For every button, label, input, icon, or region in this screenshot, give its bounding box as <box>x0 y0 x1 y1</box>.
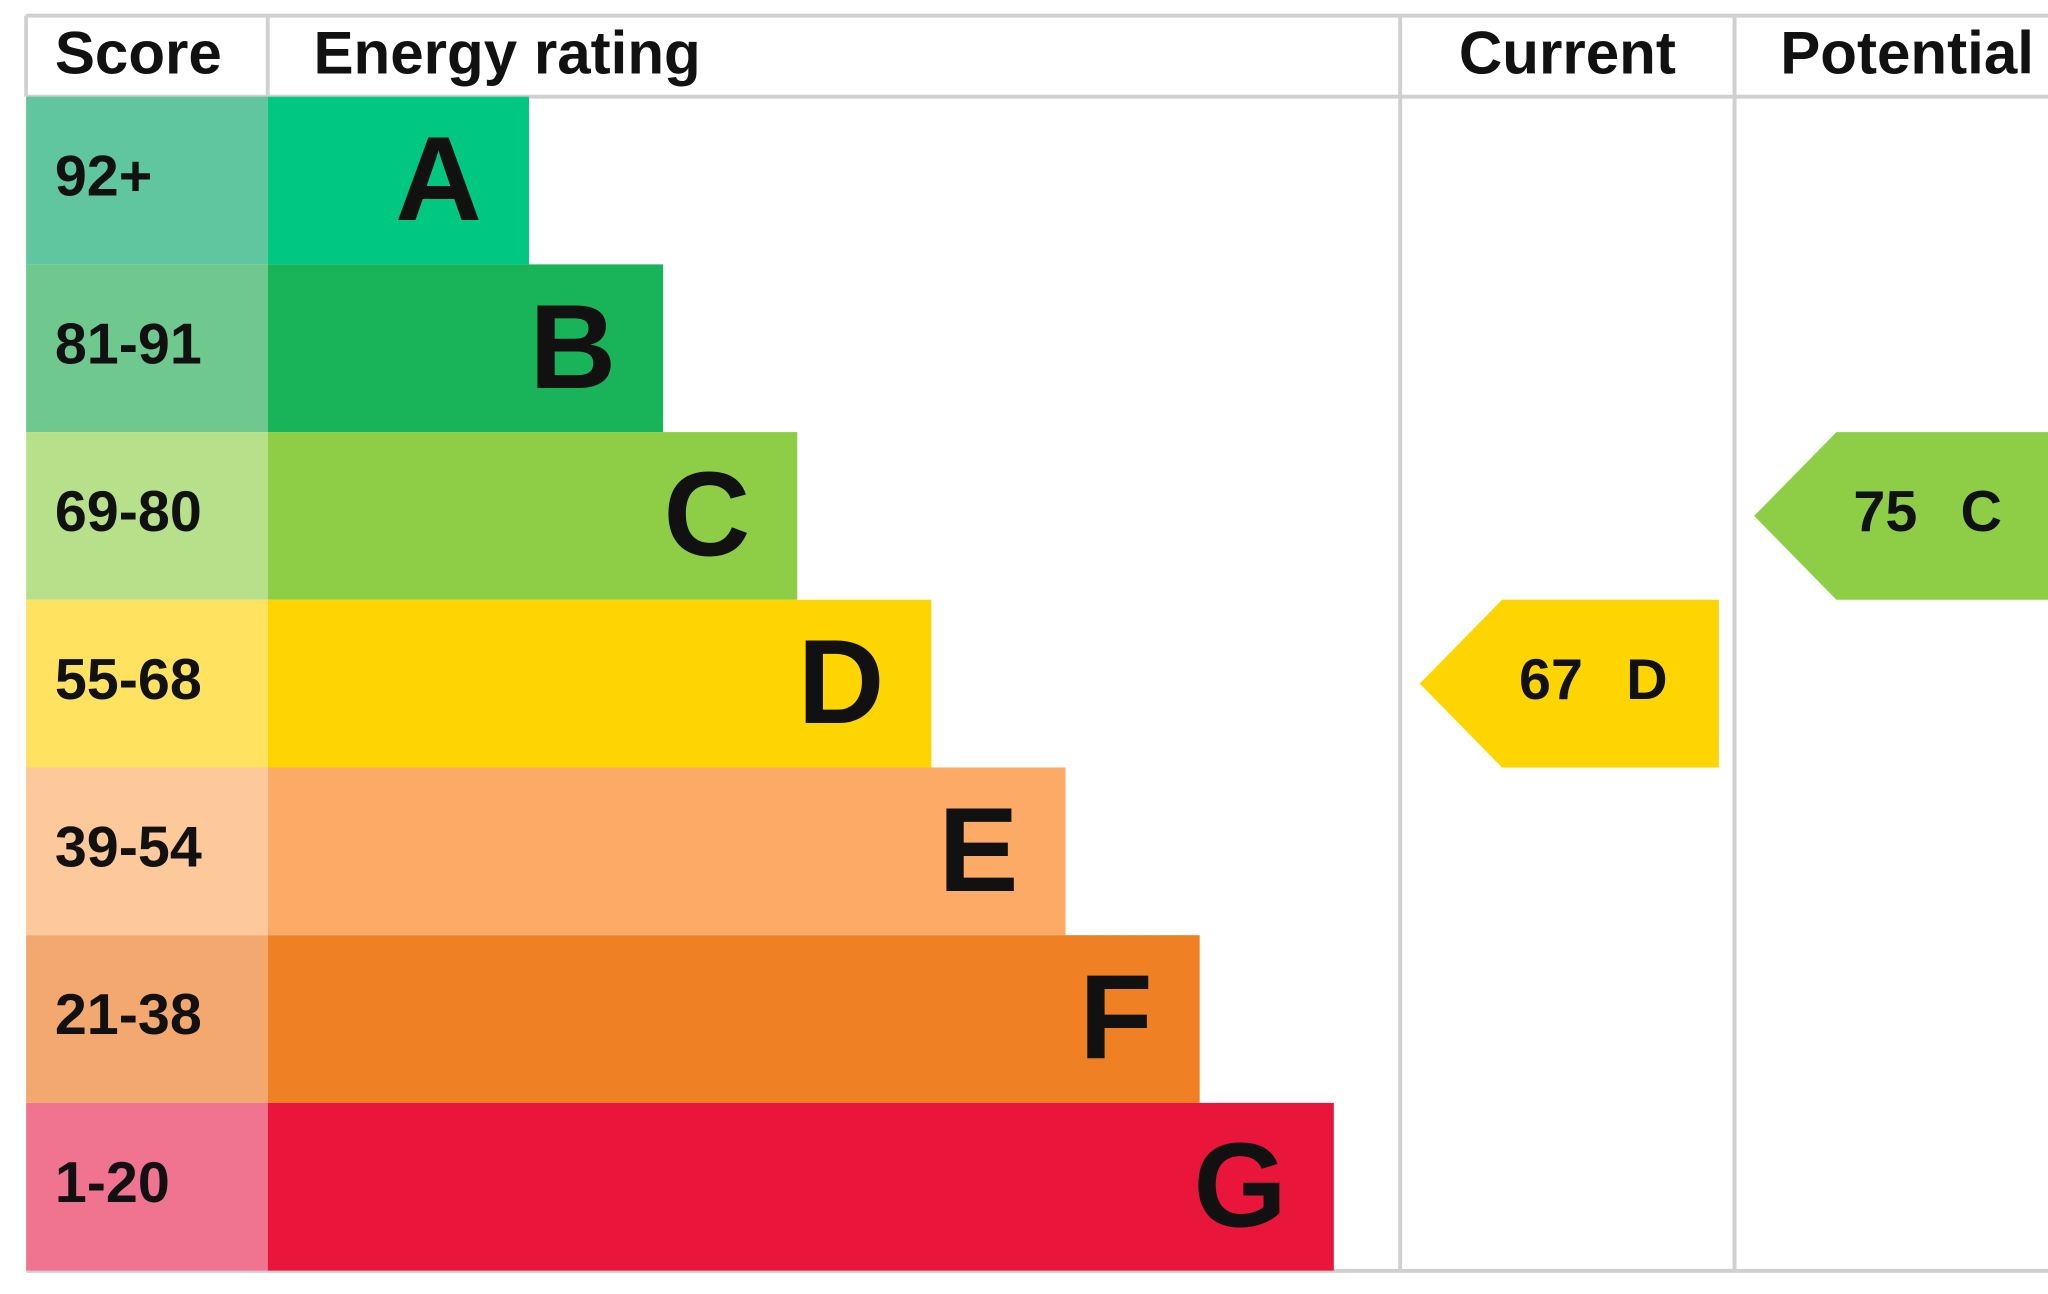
band-letter: F <box>1079 951 1152 1085</box>
header-current: Current <box>1459 19 1676 86</box>
band-letter: E <box>938 783 1018 917</box>
current-band: D <box>1626 648 1668 712</box>
rating-bar <box>267 935 1200 1103</box>
score-cell <box>26 935 268 1103</box>
potential-arrow <box>1754 432 2048 600</box>
rating-bar <box>267 96 529 265</box>
score-cell <box>26 96 268 265</box>
score-range: 55-68 <box>55 648 202 712</box>
header-score: Score <box>55 19 222 86</box>
rating-bar <box>267 599 932 768</box>
score-cell <box>26 432 268 600</box>
score-range: 1-20 <box>55 1151 170 1215</box>
band-letter: G <box>1193 1118 1286 1252</box>
header-potential: Potential <box>1780 19 2034 86</box>
score-range: 21-38 <box>55 983 202 1047</box>
potential-band: C <box>1960 480 2002 544</box>
rating-bar <box>267 1102 1334 1271</box>
score-cell <box>26 1102 268 1271</box>
current-arrow <box>1419 599 1719 768</box>
current-value: 67 <box>1519 648 1583 712</box>
score-cell <box>26 767 268 936</box>
score-range: 92+ <box>55 145 152 209</box>
band-letter: A <box>395 112 482 246</box>
header-rating: Energy rating <box>313 19 700 86</box>
rating-bar <box>267 432 798 600</box>
band-letter: B <box>529 280 616 414</box>
band-letter: D <box>798 615 885 749</box>
rating-bar <box>267 264 664 433</box>
band-letter: C <box>663 448 750 582</box>
score-range: 69-80 <box>55 480 202 544</box>
potential-value: 75 <box>1853 480 1917 544</box>
score-range: 39-54 <box>55 816 202 880</box>
rating-bar <box>267 767 1066 936</box>
score-cell <box>26 599 268 768</box>
score-cell <box>26 264 268 433</box>
score-range: 81-91 <box>55 312 202 376</box>
